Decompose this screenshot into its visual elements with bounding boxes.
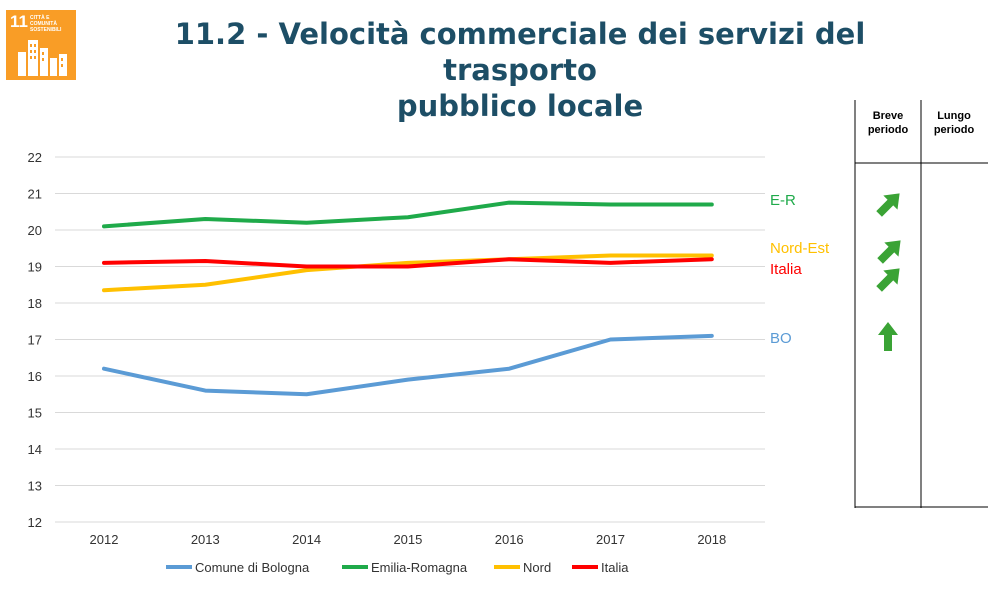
end-label-nord-est: Nord-Est (770, 240, 830, 257)
trend-arrow-up-icon (878, 322, 898, 351)
y-axis-ticks: 12 13 14 15 16 17 18 19 20 21 22 (28, 150, 42, 530)
y-tick-label: 19 (28, 260, 42, 275)
sdg-number: 11 (10, 12, 28, 31)
end-label-e-r: E-R (770, 192, 796, 209)
sdg-goal-text: CITTÀ E COMUNITÀ SOSTENIBILI (30, 15, 62, 33)
series-end-labels: BO E-R Nord-Est Italia (770, 192, 830, 347)
page-title: 11.2 - Velocità commerciale dei servizi … (100, 16, 940, 124)
y-tick-label: 20 (28, 223, 42, 238)
sdg-11-badge: 11 CITTÀ E COMUNITÀ SOSTENIBILI (6, 10, 76, 80)
long-term-header-2: periodo (934, 124, 975, 136)
x-tick-label: 2014 (292, 532, 321, 547)
trend-panel: Breve periodo Lungo periodo (854, 100, 988, 508)
series-line-e-r (102, 200, 714, 229)
trend-arrow-up-right-icon (876, 268, 900, 292)
series-lines (102, 200, 714, 397)
series-line-nord-est (102, 253, 714, 293)
city-buildings-icon (18, 40, 67, 76)
trend-arrow-up-right-icon (876, 193, 900, 217)
legend-label: Emilia-Romagna (371, 560, 468, 575)
x-tick-label: 2016 (495, 532, 524, 547)
x-tick-label: 2017 (596, 532, 625, 547)
long-term-header-1: Lungo (937, 110, 971, 122)
y-tick-label: 13 (28, 479, 42, 494)
y-tick-label: 22 (28, 150, 42, 165)
y-tick-label: 21 (28, 187, 42, 202)
x-tick-label: 2018 (697, 532, 726, 547)
y-tick-label: 14 (28, 442, 42, 457)
title-line-1: 11.2 - Velocità commerciale dei servizi … (174, 17, 866, 87)
y-tick-label: 15 (28, 406, 42, 421)
end-label-italia: Italia (770, 261, 802, 278)
short-term-header-2: periodo (868, 124, 909, 136)
x-tick-label: 2015 (393, 532, 422, 547)
y-tick-label: 12 (28, 515, 42, 530)
title-line-2: pubblico locale (396, 89, 644, 123)
legend-label: Italia (601, 560, 629, 575)
x-axis-ticks: 2012 2013 2014 2015 2016 2017 2018 (90, 532, 727, 547)
short-term-header-1: Breve (873, 110, 904, 122)
y-tick-label: 18 (28, 296, 42, 311)
y-tick-label: 17 (28, 333, 42, 348)
series-line-bo (102, 333, 714, 397)
x-tick-label: 2012 (90, 532, 119, 547)
y-tick-label: 16 (28, 369, 42, 384)
grid-lines (55, 156, 765, 523)
trend-arrow-up-right-icon (877, 240, 901, 264)
legend: Comune di Bologna Emilia-Romagna Nord Itali… (166, 560, 629, 575)
legend-label: Comune di Bologna (195, 560, 310, 575)
x-tick-label: 2013 (191, 532, 220, 547)
series-line-italia (102, 257, 714, 269)
legend-label: Nord (523, 560, 551, 575)
end-label-bo: BO (770, 330, 792, 347)
